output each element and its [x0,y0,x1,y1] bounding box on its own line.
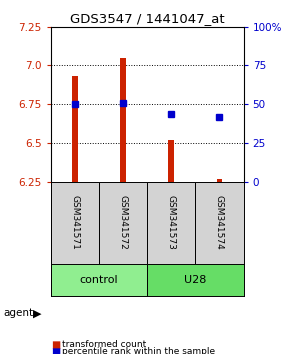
Text: GSM341571: GSM341571 [70,195,79,250]
Bar [120,58,126,182]
Text: control: control [80,275,118,285]
Bar [72,76,78,182]
Text: GSM341572: GSM341572 [119,195,128,250]
Text: transformed count: transformed count [62,340,147,349]
Text: ▶: ▶ [33,308,42,318]
Text: percentile rank within the sample: percentile rank within the sample [62,347,215,354]
Text: U28: U28 [184,275,206,285]
Bar [147,264,244,296]
Bar [51,182,99,264]
Title: GDS3547 / 1441047_at: GDS3547 / 1441047_at [70,12,224,25]
Text: ■: ■ [51,340,60,350]
Bar [147,182,195,264]
Text: GSM341574: GSM341574 [215,195,224,250]
Text: agent: agent [3,308,33,318]
Bar [217,179,222,182]
Bar [99,182,147,264]
Bar [195,182,244,264]
Bar [51,264,147,296]
Text: ■: ■ [51,347,60,354]
Bar [168,140,174,182]
Text: GSM341573: GSM341573 [167,195,176,250]
